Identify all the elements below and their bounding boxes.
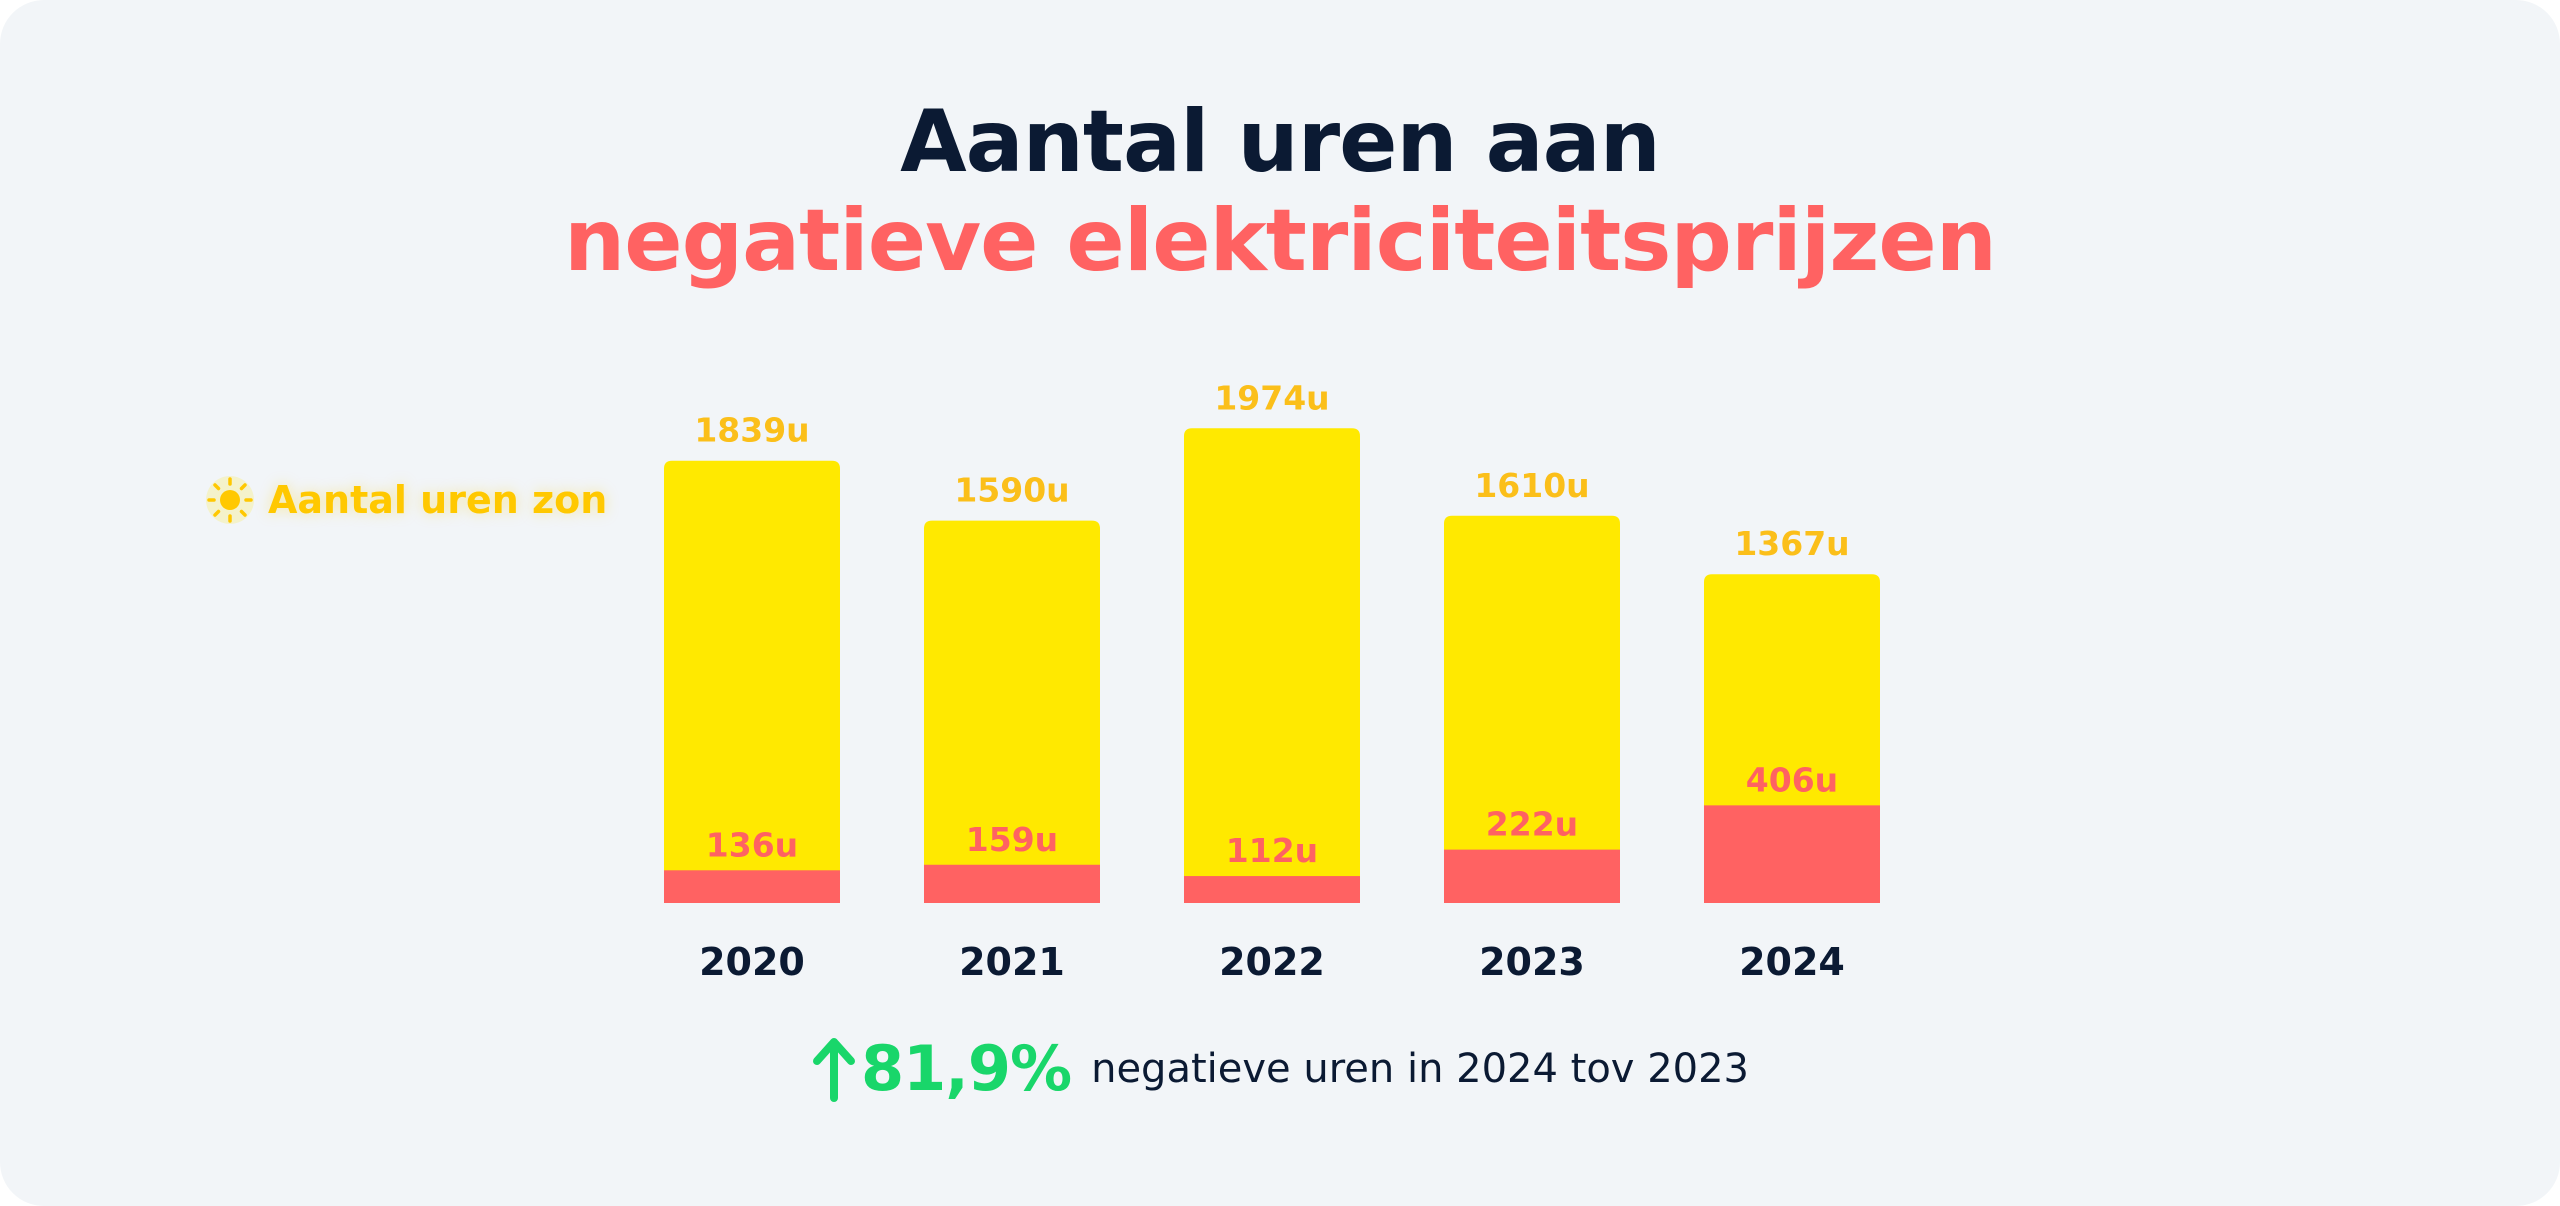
data-label-negative: 222u <box>1486 805 1578 844</box>
x-tick-label: 2020 <box>699 940 805 984</box>
chart-title-line1: Aantal uren aan <box>900 92 1661 192</box>
bar-negative-hours <box>1184 876 1360 903</box>
data-label-negative: 112u <box>1226 831 1318 870</box>
data-label-sun: 1367u <box>1734 524 1849 563</box>
legend-item-sun: Aantal uren zon <box>200 470 607 530</box>
chart-title-line2: negatieve elektriciteitsprijzen <box>564 191 1997 291</box>
bar-negative-hours <box>1444 849 1620 903</box>
data-label-negative: 159u <box>966 820 1058 859</box>
data-label-sun: 1839u <box>694 411 809 450</box>
legend-label: Aantal uren zon <box>268 478 608 522</box>
data-label-sun: 1590u <box>954 471 1069 510</box>
x-tick-label: 2024 <box>1739 940 1845 984</box>
data-label-sun: 1974u <box>1214 378 1329 417</box>
footer-text: negatieve uren in 2024 tov 2023 <box>1091 1045 1749 1092</box>
bar-negative-hours <box>924 864 1100 903</box>
sun-icon <box>206 476 254 524</box>
bar-sun-hours <box>1444 515 1620 903</box>
x-tick-label: 2021 <box>959 940 1065 984</box>
arrow-up-icon <box>813 1037 855 1102</box>
footer-stat: 81,9% negatieve uren in 2024 tov 2023 <box>0 1032 2560 1105</box>
bar-negative-hours <box>664 870 840 903</box>
footer-percentage: 81,9% <box>861 1032 1072 1105</box>
bar-sun-hours <box>924 520 1100 903</box>
data-label-negative: 406u <box>1746 760 1838 799</box>
data-label-negative: 136u <box>706 825 798 864</box>
bar-sun-hours <box>1184 428 1360 903</box>
bar-sun-hours <box>664 460 840 903</box>
data-label-sun: 1610u <box>1474 466 1589 505</box>
x-tick-label: 2022 <box>1219 940 1325 984</box>
bar-negative-hours <box>1704 805 1880 903</box>
x-tick-label: 2023 <box>1479 940 1585 984</box>
